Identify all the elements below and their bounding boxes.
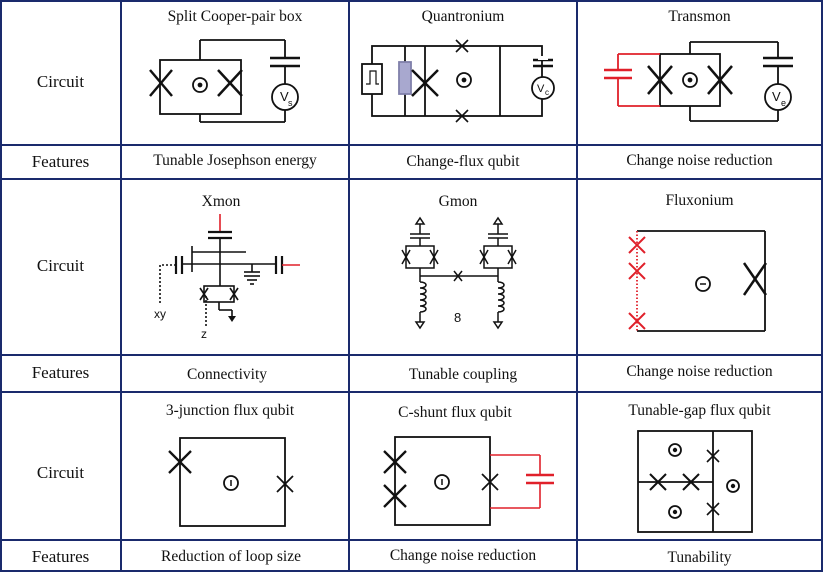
circuit-title: Split Cooper-pair box [167,8,303,25]
circuit-title: Gmon [438,193,478,210]
feature-text: Change noise reduction [626,152,773,169]
josephson-junction-icon [453,270,463,282]
flux-symbol-icon [668,505,682,519]
resonator-icon [398,61,412,95]
josephson-junction-icon [217,69,243,97]
josephson-junction-icon [401,249,439,265]
shunt-capacitor-icon [490,454,554,509]
josephson-junction-icon [168,450,192,474]
row-label-features: Features [31,152,90,171]
feature-text: Tunable Josephson energy [153,152,317,169]
xmon-circuit [159,214,300,326]
flux-symbol-icon [682,72,698,88]
flux-symbol-icon [668,443,682,457]
josephson-junction-icon [628,236,646,330]
feature-text: Tunability [667,549,732,566]
feature-text: Tunable coupling [408,366,518,383]
xy-line-label: xy [154,307,166,321]
josephson-junction-icon [199,287,239,301]
josephson-junction-icon [149,69,173,97]
josephson-junction-icon [706,449,720,516]
transmon-circuit [647,41,793,122]
josephson-junction-icon [481,473,499,491]
svg-text:V: V [772,89,781,104]
quantronium-circuit [361,39,555,123]
flux-symbol-icon [695,276,711,292]
shunt-capacitor-icon [604,53,660,107]
josephson-junction-icon [455,39,469,53]
gmon-circuit [401,216,517,330]
svg-text:V: V [537,83,545,95]
josephson-junction-icon [649,473,700,491]
circuit-title: 3-junction flux qubit [165,402,295,419]
split-cooper-pair-box-circuit [149,39,300,123]
circuit-title: Quantronium [421,8,505,25]
feature-text: Change noise reduction [626,363,773,380]
svg-text:V: V [280,89,289,104]
josephson-junction-icon [276,475,294,493]
row-label-circuit: Circuit [36,72,85,91]
circuit-title: Tunable-gap flux qubit [628,402,771,419]
row-label-circuit: Circuit [36,256,85,275]
flux-symbol-icon [434,474,450,490]
source-subscript: c [545,88,549,97]
josephson-junction-icon [411,69,439,97]
feature-text: Change noise reduction [389,547,537,564]
feature-text: Change-flux qubit [406,153,520,170]
josephson-junction-icon [647,65,673,95]
gmon-center-label: 8 [454,310,461,325]
flux-symbol-icon [456,72,472,88]
inductor-icon [497,281,505,313]
source-subscript: e [781,98,786,108]
fluxonium-circuit [628,230,768,332]
voltage-source-icon [531,76,555,100]
three-junction-flux-qubit-circuit [168,437,294,527]
circuit-title: Xmon [201,193,241,210]
circuit-title: C-shunt flux qubit [398,404,512,421]
source-subscript: s [288,98,293,108]
inductor-icon [419,281,427,313]
flux-symbol-icon [223,475,239,491]
josephson-junction-icon [742,262,768,296]
row-label-features: Features [31,547,90,566]
flux-symbol-icon [192,77,208,93]
feature-text: Reduction of loop size [161,548,301,565]
tunable-gap-flux-qubit-circuit [637,430,753,533]
ground-arrow-icon [228,316,236,322]
josephson-junction-icon [383,450,407,508]
c-shunt-flux-qubit-circuit [383,436,499,526]
circuit-title: Fluxonium [665,192,734,209]
circuit-title: Transmon [668,8,731,25]
josephson-junction-icon [707,65,733,95]
z-line-label: z [201,327,207,341]
flux-symbol-icon [726,479,740,493]
josephson-junction-icon [455,109,469,123]
feature-text: Connectivity [186,366,268,383]
row-label-features: Features [31,363,90,382]
josephson-junction-icon [479,249,517,265]
row-label-circuit: Circuit [36,463,85,482]
